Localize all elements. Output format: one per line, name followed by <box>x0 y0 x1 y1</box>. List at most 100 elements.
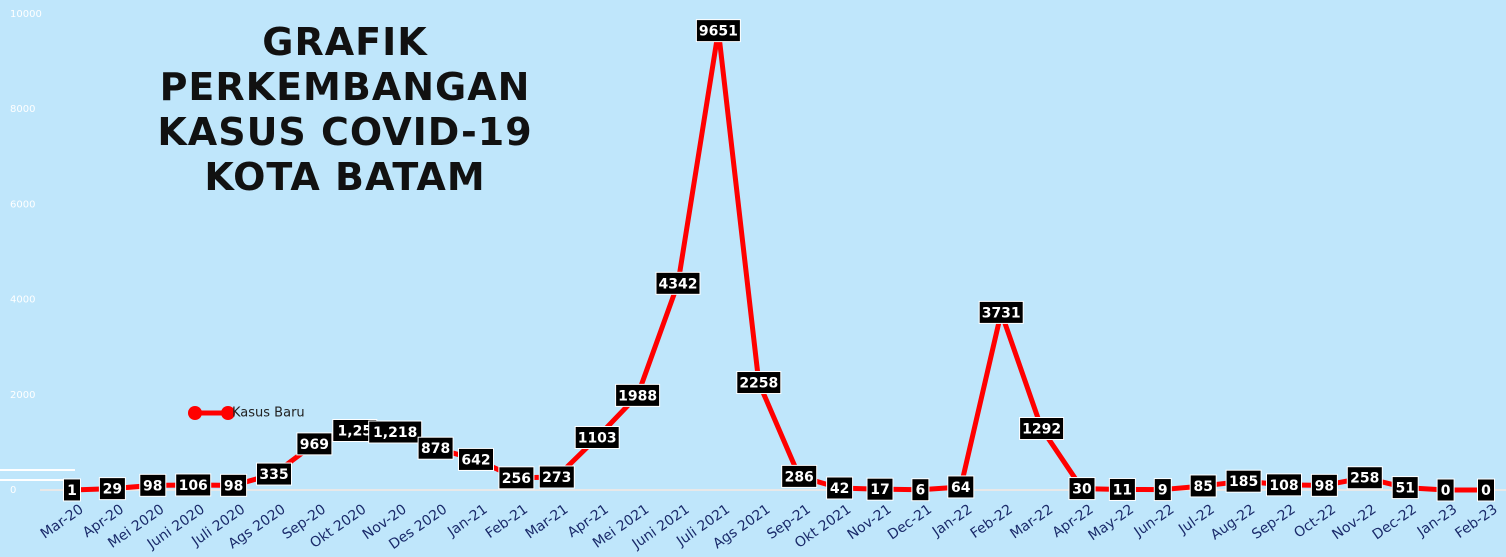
data-label-box <box>1436 478 1455 502</box>
data-label: 185 <box>1229 474 1258 490</box>
x-tick-label: Mar-22 <box>1007 501 1056 542</box>
data-label: 106 <box>179 478 208 494</box>
data-label: 258 <box>1350 471 1379 487</box>
x-tick-label: Mar-20 <box>38 501 87 542</box>
data-label-box <box>1189 474 1217 498</box>
chart-title: GRAFIK PERKEMBANGAN KASUS COVID-19 KOTA … <box>157 20 533 199</box>
data-label-box <box>781 464 818 488</box>
data-label-box <box>368 420 423 444</box>
data-label-box <box>417 436 454 460</box>
data-label: 286 <box>785 469 814 485</box>
data-label-group: 98 <box>1310 473 1338 497</box>
data-label-group: 4342 <box>655 271 701 295</box>
data-label-box <box>866 477 894 501</box>
data-label-box <box>98 477 126 501</box>
data-label-box <box>139 473 167 497</box>
data-label-group: 0 <box>1477 478 1495 502</box>
data-label: 0 <box>1441 483 1451 499</box>
data-label-group: 9 <box>1153 478 1172 502</box>
data-label-box <box>1391 476 1419 500</box>
data-label: 335 <box>259 467 288 483</box>
y-tick-label: 0 <box>10 485 16 496</box>
data-label-group: 1988 <box>615 383 661 407</box>
data-label: 969 <box>300 437 329 453</box>
data-label-box <box>63 478 81 502</box>
data-label: 2258 <box>739 376 778 392</box>
data-label-box <box>1068 477 1096 501</box>
data-label-box <box>911 478 930 502</box>
data-label: 0 <box>1481 483 1491 499</box>
x-tick-label: Nov-22 <box>1329 501 1379 543</box>
legend-marker <box>188 406 202 420</box>
data-label: 108 <box>1269 478 1298 494</box>
data-label: 85 <box>1193 479 1212 495</box>
data-label-box <box>296 432 333 456</box>
data-label-group: 286 <box>781 464 818 488</box>
x-tick-label: Aug-22 <box>1208 501 1258 543</box>
data-label-group: 1292 <box>1019 417 1065 441</box>
data-label-box <box>1108 477 1136 501</box>
data-label-box <box>1225 469 1262 493</box>
data-label-box <box>498 466 535 490</box>
x-tick-label: Mar-21 <box>523 501 572 542</box>
data-label: 1 <box>67 483 77 499</box>
x-tick-label: Jan-23 <box>1414 501 1460 540</box>
x-tick-label: Oct-22 <box>1291 501 1339 541</box>
data-label-box <box>947 475 975 499</box>
data-label-group: 29 <box>98 477 126 501</box>
data-label: 29 <box>103 482 122 498</box>
data-label: 642 <box>461 452 490 468</box>
data-label-group: 258 <box>1346 466 1383 490</box>
data-label: 1103 <box>578 430 617 446</box>
data-label: 42 <box>830 481 849 497</box>
data-label: 256 <box>502 471 531 487</box>
data-label-group: 878 <box>417 436 454 460</box>
x-tick-label: Dec-21 <box>885 501 935 543</box>
data-label: 98 <box>224 478 243 494</box>
data-label-group: 256 <box>498 466 535 490</box>
x-tick-label: Feb-22 <box>968 501 1016 541</box>
x-tick-label: Jan-21 <box>444 501 490 540</box>
data-label-group: 969 <box>296 432 333 456</box>
x-tick-label: May-22 <box>1086 501 1137 544</box>
data-label-box <box>736 371 782 395</box>
x-tick-label: Jun-22 <box>1131 501 1178 540</box>
legend-marker <box>221 406 235 420</box>
data-label-group: 17 <box>866 477 894 501</box>
data-label-group: 335 <box>256 462 292 486</box>
data-label-group: 85 <box>1189 474 1217 498</box>
y-tick-label: 2000 <box>10 390 35 401</box>
data-label: 1988 <box>618 388 657 404</box>
data-label-box <box>256 462 292 486</box>
data-label: 3731 <box>982 305 1021 321</box>
data-label-group: 185 <box>1225 469 1262 493</box>
data-label: 9651 <box>699 24 738 40</box>
data-label-box <box>1019 417 1065 441</box>
data-label-box <box>615 383 661 407</box>
data-label-group: 64 <box>947 475 975 499</box>
data-label: 6 <box>916 483 926 499</box>
data-label-box <box>826 476 854 500</box>
data-label-box <box>538 465 575 489</box>
x-tick-label: Nov-21 <box>845 501 895 543</box>
data-label: 17 <box>870 482 889 498</box>
data-label: 878 <box>421 441 450 457</box>
data-label: 51 <box>1395 481 1414 497</box>
y-tick-label: 10000 <box>10 9 42 20</box>
data-label-group: 51 <box>1391 476 1419 500</box>
data-label: 9 <box>1158 483 1168 499</box>
data-label-group: 6 <box>911 478 930 502</box>
data-label-group: 2258 <box>736 371 782 395</box>
data-label: 11 <box>1113 482 1132 498</box>
data-label-group: 9651 <box>695 19 741 43</box>
y-tick-label: 4000 <box>10 295 35 306</box>
data-label-group: 30 <box>1068 477 1096 501</box>
data-label-group: 106 <box>175 473 212 497</box>
data-label-box <box>1153 478 1172 502</box>
data-label-box <box>458 447 494 471</box>
data-label: 98 <box>143 478 162 494</box>
data-label-box <box>574 425 620 449</box>
data-label: 98 <box>1315 478 1334 494</box>
